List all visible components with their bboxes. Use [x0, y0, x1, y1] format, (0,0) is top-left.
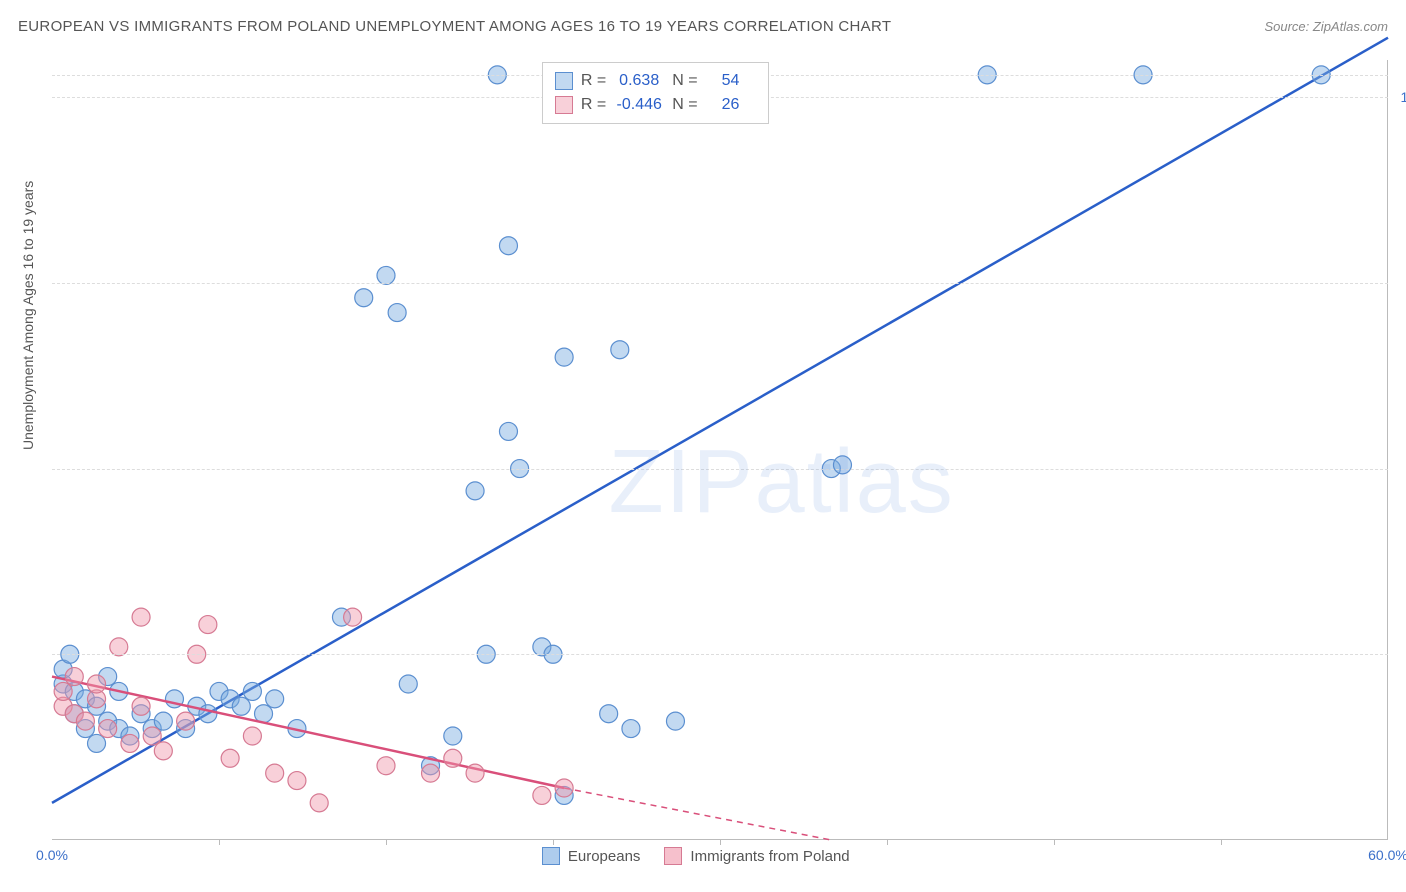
source-attribution: Source: ZipAtlas.com: [1264, 19, 1388, 34]
data-point: [132, 697, 150, 715]
data-point: [833, 456, 851, 474]
data-point: [243, 727, 261, 745]
data-point: [54, 682, 72, 700]
y-tick-label: 25.0%: [1393, 646, 1406, 662]
bottom-legend: Europeans Immigrants from Poland: [542, 847, 850, 865]
data-point: [377, 757, 395, 775]
x-tick-mark: [219, 839, 220, 845]
data-point: [110, 638, 128, 656]
data-point: [377, 266, 395, 284]
trend-line-dashed: [564, 788, 831, 840]
legend-item: Immigrants from Poland: [664, 847, 849, 865]
data-point: [232, 697, 250, 715]
data-point: [344, 608, 362, 626]
legend-swatch: [555, 96, 573, 114]
data-point: [143, 727, 161, 745]
data-point: [88, 734, 106, 752]
stat-value-r: 0.638: [614, 72, 664, 90]
legend-swatch: [555, 72, 573, 90]
stat-value-n: 26: [706, 96, 756, 114]
data-point: [121, 734, 139, 752]
stats-legend: R = 0.638 N = 54 R = -0.446 N = 26: [542, 62, 769, 124]
data-point: [533, 786, 551, 804]
x-tick-mark: [887, 839, 888, 845]
data-point: [65, 668, 83, 686]
x-tick-mark: [720, 839, 721, 845]
stat-value-n: 54: [706, 72, 756, 90]
data-point: [154, 712, 172, 730]
scatter-chart: 25.0%50.0%75.0%100.0%0.0%60.0%ZIPatlasR …: [52, 60, 1388, 840]
stat-value-r: -0.446: [614, 96, 664, 114]
data-point: [199, 616, 217, 634]
y-axis-label: Unemployment Among Ages 16 to 19 years: [20, 181, 36, 450]
x-tick-label: 60.0%: [1368, 847, 1406, 863]
x-tick-mark: [553, 839, 554, 845]
data-point: [388, 304, 406, 322]
stat-label-r: R =: [581, 72, 606, 90]
data-point: [444, 727, 462, 745]
legend-swatch: [664, 847, 682, 865]
data-point: [199, 705, 217, 723]
y-tick-label: 50.0%: [1393, 461, 1406, 477]
stat-label-n: N =: [672, 96, 697, 114]
data-point: [154, 742, 172, 760]
data-point: [310, 794, 328, 812]
data-point: [355, 289, 373, 307]
data-point: [611, 341, 629, 359]
data-point: [444, 749, 462, 767]
x-tick-mark: [386, 839, 387, 845]
data-point: [399, 675, 417, 693]
x-tick-label: 0.0%: [36, 847, 68, 863]
data-point: [499, 237, 517, 255]
data-point: [76, 712, 94, 730]
legend-label: Europeans: [568, 848, 641, 865]
title-bar: EUROPEAN VS IMMIGRANTS FROM POLAND UNEMP…: [18, 18, 1388, 35]
y-tick-label: 75.0%: [1393, 275, 1406, 291]
chart-title: EUROPEAN VS IMMIGRANTS FROM POLAND UNEMP…: [18, 18, 891, 35]
data-point: [555, 779, 573, 797]
data-point: [555, 348, 573, 366]
data-point: [666, 712, 684, 730]
data-point: [288, 772, 306, 790]
legend-label: Immigrants from Poland: [690, 848, 849, 865]
gridline: [52, 283, 1388, 284]
stat-label-n: N =: [672, 72, 697, 90]
legend-item: Europeans: [542, 847, 641, 865]
gridline: [52, 469, 1388, 470]
data-point: [499, 422, 517, 440]
data-point: [622, 720, 640, 738]
stats-row: R = -0.446 N = 26: [555, 93, 756, 117]
data-point: [177, 712, 195, 730]
data-point: [221, 749, 239, 767]
data-point: [266, 764, 284, 782]
data-point: [88, 675, 106, 693]
data-point: [466, 482, 484, 500]
data-point: [466, 764, 484, 782]
plot-canvas: [52, 60, 1388, 839]
y-tick-label: 100.0%: [1393, 89, 1406, 105]
data-point: [99, 720, 117, 738]
x-tick-mark: [1221, 839, 1222, 845]
data-point: [600, 705, 618, 723]
legend-swatch: [542, 847, 560, 865]
stats-row: R = 0.638 N = 54: [555, 69, 756, 93]
stat-label-r: R =: [581, 96, 606, 114]
data-point: [243, 682, 261, 700]
x-tick-mark: [1054, 839, 1055, 845]
data-point: [422, 764, 440, 782]
gridline: [52, 654, 1388, 655]
data-point: [132, 608, 150, 626]
data-point: [266, 690, 284, 708]
